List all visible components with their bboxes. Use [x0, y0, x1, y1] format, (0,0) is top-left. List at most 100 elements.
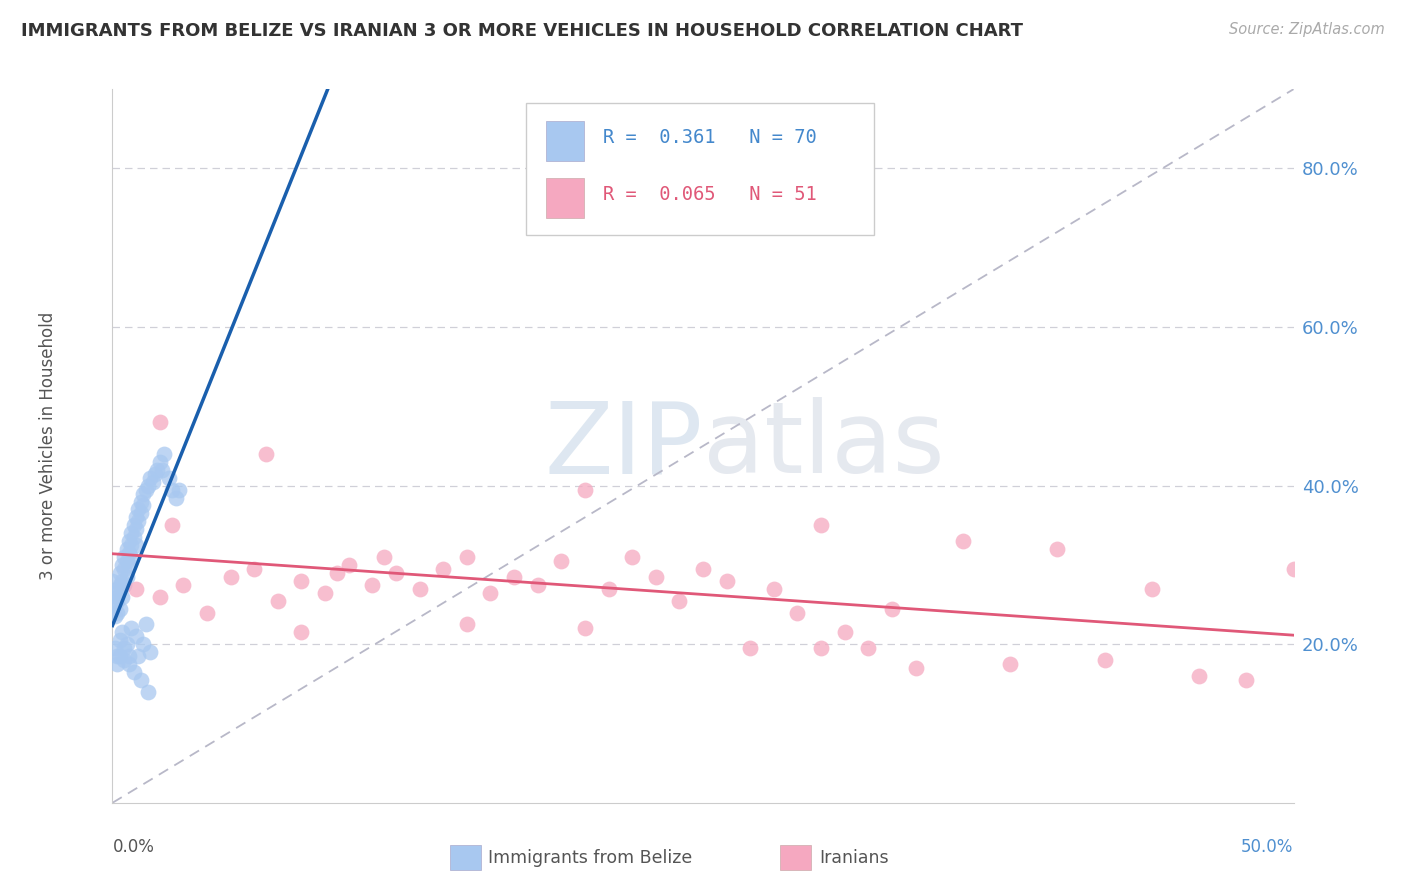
- Point: [132, 499, 155, 513]
- Point: [408, 582, 430, 596]
- Point: [167, 483, 190, 497]
- Point: [108, 649, 131, 664]
- Point: [105, 593, 128, 607]
- Text: R =  0.361   N = 70: R = 0.361 N = 70: [603, 128, 817, 147]
- Point: [129, 673, 152, 687]
- Point: [337, 558, 360, 572]
- Point: [112, 641, 135, 656]
- Point: [574, 483, 596, 497]
- Point: [120, 538, 142, 552]
- Point: [104, 585, 127, 599]
- Text: Immigrants from Belize: Immigrants from Belize: [488, 849, 692, 867]
- Point: [136, 478, 159, 492]
- Point: [834, 625, 856, 640]
- Point: [127, 649, 149, 664]
- Point: [149, 415, 172, 429]
- Point: [111, 590, 134, 604]
- Point: [105, 649, 128, 664]
- Point: [112, 578, 135, 592]
- Point: [105, 657, 128, 671]
- Text: IMMIGRANTS FROM BELIZE VS IRANIAN 3 OR MORE VEHICLES IN HOUSEHOLD CORRELATION CH: IMMIGRANTS FROM BELIZE VS IRANIAN 3 OR M…: [21, 22, 1024, 40]
- Point: [1188, 669, 1211, 683]
- Point: [160, 483, 183, 497]
- Text: ZIP: ZIP: [544, 398, 703, 494]
- Point: [503, 570, 526, 584]
- Point: [740, 641, 762, 656]
- Point: [314, 585, 336, 599]
- Point: [219, 570, 242, 584]
- Point: [122, 530, 145, 544]
- Point: [598, 582, 620, 596]
- Text: atlas: atlas: [703, 398, 945, 494]
- Point: [118, 546, 141, 560]
- Point: [195, 606, 218, 620]
- Point: [716, 574, 738, 588]
- Point: [692, 562, 714, 576]
- Point: [112, 549, 135, 564]
- Point: [1046, 542, 1069, 557]
- Point: [644, 570, 666, 584]
- Text: R =  0.065   N = 51: R = 0.065 N = 51: [603, 186, 817, 204]
- Point: [243, 562, 266, 576]
- Point: [550, 554, 572, 568]
- Point: [108, 633, 131, 648]
- Text: 0.0%: 0.0%: [112, 838, 155, 856]
- Point: [125, 538, 148, 552]
- Point: [1234, 673, 1257, 687]
- Point: [125, 510, 148, 524]
- Point: [120, 526, 142, 541]
- Point: [135, 617, 157, 632]
- Point: [326, 566, 349, 580]
- Point: [104, 598, 127, 612]
- Point: [129, 494, 152, 508]
- Point: [160, 518, 183, 533]
- Point: [118, 534, 141, 549]
- Point: [108, 601, 131, 615]
- Text: 3 or more Vehicles in Household: 3 or more Vehicles in Household: [38, 312, 56, 580]
- Text: Iranians: Iranians: [820, 849, 890, 867]
- FancyBboxPatch shape: [526, 103, 875, 235]
- FancyBboxPatch shape: [546, 178, 583, 218]
- Point: [105, 590, 128, 604]
- Point: [115, 554, 138, 568]
- Point: [880, 601, 903, 615]
- Point: [129, 507, 152, 521]
- Point: [115, 542, 138, 557]
- Point: [858, 641, 880, 656]
- Point: [120, 549, 142, 564]
- Point: [290, 574, 312, 588]
- Point: [122, 518, 145, 533]
- Point: [127, 514, 149, 528]
- FancyBboxPatch shape: [546, 121, 583, 161]
- Point: [136, 685, 159, 699]
- Point: [125, 582, 148, 596]
- Point: [104, 609, 127, 624]
- Point: [153, 447, 176, 461]
- Point: [125, 629, 148, 643]
- Point: [479, 585, 502, 599]
- Point: [1282, 562, 1305, 576]
- Point: [373, 549, 395, 564]
- Point: [139, 471, 162, 485]
- Point: [112, 562, 135, 576]
- Point: [267, 593, 290, 607]
- Point: [786, 606, 808, 620]
- Point: [135, 483, 157, 497]
- Point: [456, 617, 478, 632]
- Point: [139, 645, 162, 659]
- Point: [668, 593, 690, 607]
- Point: [157, 471, 180, 485]
- Point: [120, 621, 142, 635]
- Point: [432, 562, 454, 576]
- Point: [111, 574, 134, 588]
- Point: [810, 518, 832, 533]
- Point: [1140, 582, 1163, 596]
- Point: [108, 566, 131, 580]
- Point: [574, 621, 596, 635]
- Point: [108, 578, 131, 592]
- Point: [904, 661, 927, 675]
- Point: [122, 665, 145, 679]
- Text: Source: ZipAtlas.com: Source: ZipAtlas.com: [1229, 22, 1385, 37]
- Point: [127, 502, 149, 516]
- Point: [115, 570, 138, 584]
